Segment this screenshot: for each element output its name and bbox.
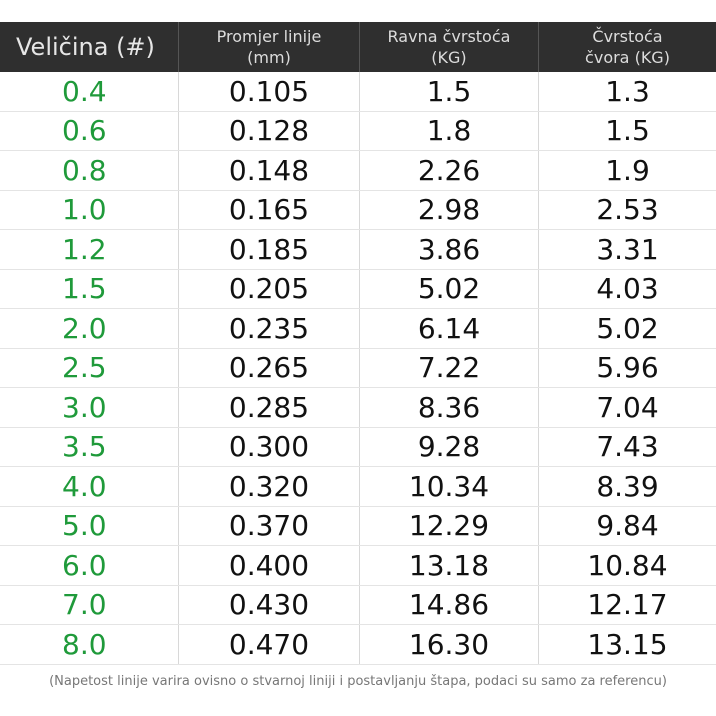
cell-size: 7.0	[0, 585, 179, 624]
header-text: Promjer linije	[216, 27, 322, 46]
cell-diameter: 0.105	[179, 72, 360, 111]
cell-straight-strength: 3.86	[360, 230, 539, 269]
cell-size: 1.2	[0, 230, 179, 269]
table-row: 5.0 0.370 12.29 9.84	[0, 506, 716, 546]
cell-straight-strength: 6.14	[360, 309, 539, 348]
cell-straight-strength: 5.02	[360, 269, 539, 308]
footnote: (Napetost linije varira ovisno o stvarno…	[49, 674, 667, 689]
header-text: (KG)	[431, 48, 467, 67]
table-row: 4.0 0.320 10.34 8.39	[0, 467, 716, 507]
cell-straight-strength: 7.22	[360, 348, 539, 387]
table-row: 1.5 0.205 5.02 4.03	[0, 269, 716, 309]
table-row: 0.8 0.148 2.26 1.9	[0, 151, 716, 191]
cell-knot-strength: 7.43	[596, 430, 659, 464]
cell-straight-strength: 2.26	[360, 151, 539, 190]
header-diameter: Promjer linije (mm)	[179, 22, 360, 72]
cell-diameter: 0.285	[179, 388, 360, 427]
cell-diameter: 0.165	[179, 190, 360, 229]
cell-size: 5.0	[0, 506, 179, 545]
table-row: 8.0 0.470 16.30 13.15	[0, 625, 716, 665]
table-row: 0.4 0.105 1.5 1.3	[0, 72, 716, 112]
cell-knot-strength: 1.5	[605, 114, 650, 148]
cell-straight-strength: 14.86	[360, 585, 539, 624]
cell-straight-strength: 9.28	[360, 427, 539, 466]
cell-knot-strength: 7.04	[596, 390, 659, 424]
cell-knot-strength: 12.17	[587, 588, 668, 622]
cell-knot-strength: 5.02	[596, 311, 659, 345]
cell-size: 0.8	[0, 151, 179, 190]
cell-straight-strength: 12.29	[360, 506, 539, 545]
cell-straight-strength: 10.34	[360, 467, 539, 506]
cell-size: 3.5	[0, 427, 179, 466]
table-body: 0.4 0.105 1.5 1.3 0.6 0.128 1.8 1.5 0.8 0.148 2.26…	[0, 72, 716, 665]
cell-diameter: 0.430	[179, 585, 360, 624]
cell-diameter: 0.370	[179, 506, 360, 545]
table-row: 1.0 0.165 2.98 2.53	[0, 190, 716, 230]
cell-size: 2.5	[0, 348, 179, 387]
table-row: 0.6 0.128 1.8 1.5	[0, 111, 716, 151]
table-header: Veličina (#) Promjer linije (mm) Ravna čvrs…	[0, 22, 716, 72]
cell-diameter: 0.205	[179, 269, 360, 308]
cell-knot-strength: 1.3	[605, 74, 650, 108]
cell-straight-strength: 1.8	[360, 111, 539, 150]
header-straight-strength: Ravna čvrstoća (KG)	[360, 22, 539, 72]
header-text: (mm)	[247, 48, 291, 67]
cell-diameter: 0.128	[179, 111, 360, 150]
cell-size: 0.4	[0, 72, 179, 111]
header-text: Veličina (#)	[16, 33, 155, 61]
header-knot-strength: Čvrstoća čvora (KG)	[539, 22, 716, 72]
cell-size: 0.6	[0, 111, 179, 150]
table-row: 7.0 0.430 14.86 12.17	[0, 585, 716, 625]
table-row: 3.0 0.285 8.36 7.04	[0, 388, 716, 428]
cell-diameter: 0.148	[179, 151, 360, 190]
cell-size: 1.0	[0, 190, 179, 229]
cell-size: 1.5	[0, 269, 179, 308]
cell-diameter: 0.400	[179, 546, 360, 585]
cell-knot-strength: 8.39	[596, 469, 659, 503]
table-row: 3.5 0.300 9.28 7.43	[0, 427, 716, 467]
table-row: 6.0 0.400 13.18 10.84	[0, 546, 716, 586]
cell-diameter: 0.470	[179, 625, 360, 664]
cell-size: 3.0	[0, 388, 179, 427]
cell-straight-strength: 13.18	[360, 546, 539, 585]
table-row: 2.0 0.235 6.14 5.02	[0, 309, 716, 349]
cell-knot-strength: 10.84	[587, 548, 668, 582]
table-row: 1.2 0.185 3.86 3.31	[0, 230, 716, 270]
cell-knot-strength: 13.15	[587, 627, 668, 661]
cell-knot-strength: 2.53	[596, 193, 659, 227]
cell-diameter: 0.300	[179, 427, 360, 466]
header-size: Veličina (#)	[0, 22, 179, 72]
cell-diameter: 0.185	[179, 230, 360, 269]
cell-knot-strength: 4.03	[596, 272, 659, 306]
cell-diameter: 0.235	[179, 309, 360, 348]
cell-size: 8.0	[0, 625, 179, 664]
header-text: čvora (KG)	[585, 48, 670, 67]
table-row: 2.5 0.265 7.22 5.96	[0, 348, 716, 388]
cell-size: 6.0	[0, 546, 179, 585]
cell-knot-strength: 1.9	[605, 153, 650, 187]
cell-size: 2.0	[0, 309, 179, 348]
header-text: Ravna čvrstoća	[387, 27, 511, 46]
header-text: Čvrstoća	[592, 27, 663, 46]
cell-diameter: 0.265	[179, 348, 360, 387]
cell-straight-strength: 1.5	[360, 72, 539, 111]
cell-straight-strength: 2.98	[360, 190, 539, 229]
cell-knot-strength: 3.31	[596, 232, 659, 266]
cell-knot-strength: 5.96	[596, 351, 659, 385]
cell-straight-strength: 16.30	[360, 625, 539, 664]
cell-knot-strength: 9.84	[596, 509, 659, 543]
cell-diameter: 0.320	[179, 467, 360, 506]
cell-straight-strength: 8.36	[360, 388, 539, 427]
cell-size: 4.0	[0, 467, 179, 506]
